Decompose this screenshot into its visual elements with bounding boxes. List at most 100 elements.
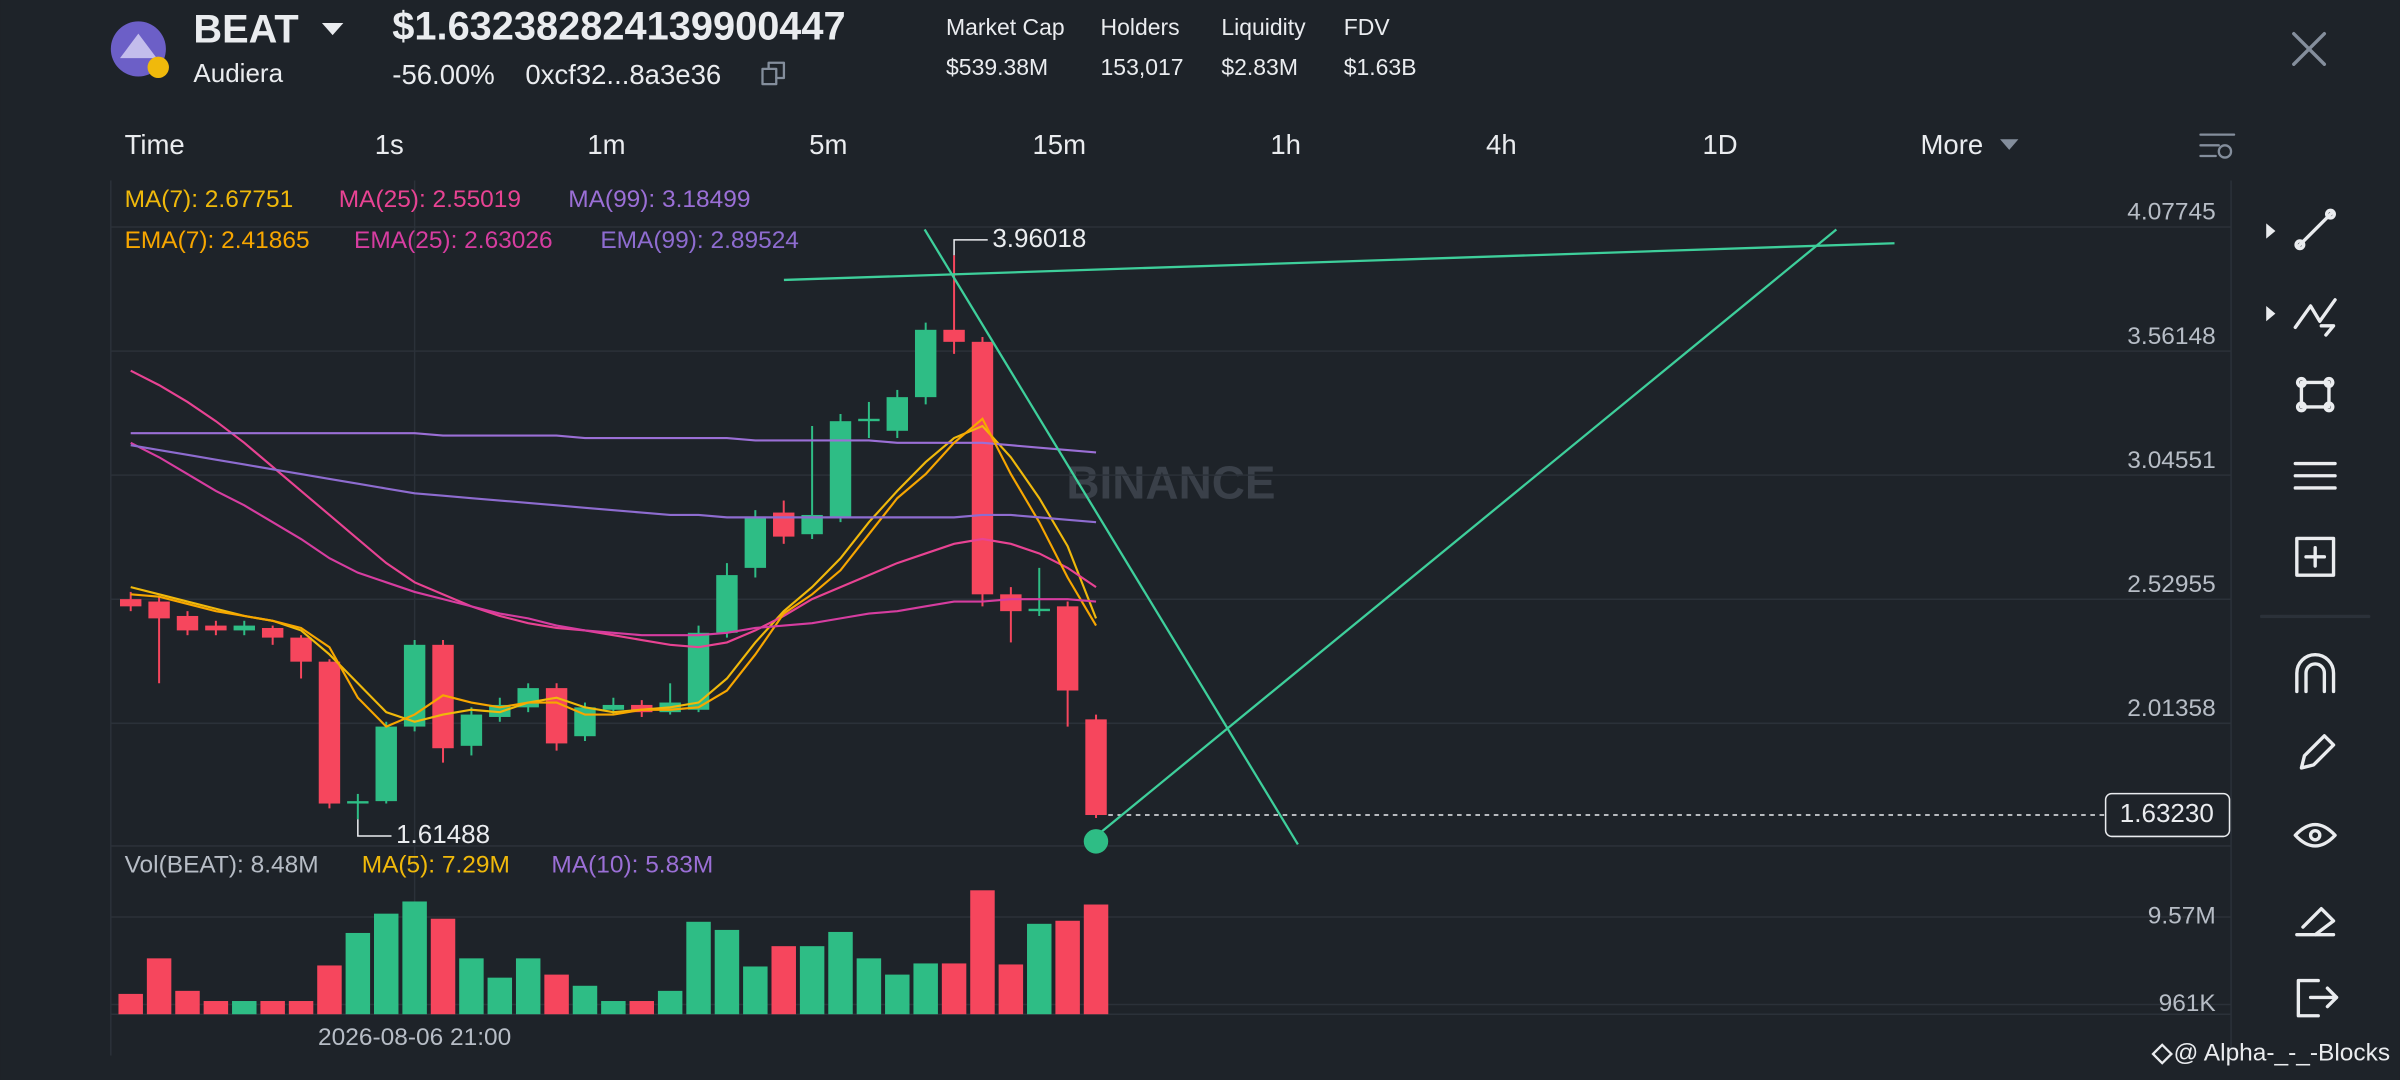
volume-bar — [1055, 920, 1080, 1015]
volume-bar — [629, 1001, 655, 1015]
fib-tool[interactable] — [2293, 298, 2337, 337]
footer-watermark: @ Alpha-_-_-Blocks — [2174, 1039, 2391, 1066]
candle-body — [858, 418, 880, 422]
price-change: -56.00% — [392, 59, 495, 90]
candle-body — [886, 397, 909, 431]
candle-body — [375, 726, 397, 802]
token-logo[interactable] — [110, 21, 169, 79]
shape-tool[interactable] — [2295, 376, 2335, 413]
last-price-tag — [2104, 792, 2231, 838]
candle-body — [120, 599, 142, 607]
y-tick-label: 2.52955 — [2127, 571, 2215, 598]
expand-arrow[interactable] — [2266, 223, 2276, 239]
legend-entry: MA(99): 3.18499 — [568, 186, 750, 213]
more-tab[interactable]: More — [1921, 129, 1984, 160]
volume-bar — [260, 1001, 285, 1015]
candle-body — [914, 329, 937, 398]
candle-body — [1000, 594, 1022, 612]
candle-body — [631, 704, 653, 713]
x-tick-label: 2026-08-06 21:00 — [318, 1024, 511, 1051]
candle-body — [602, 704, 625, 710]
volume-bar — [232, 1001, 257, 1015]
candle-body — [290, 637, 312, 662]
volume-bar — [799, 946, 825, 1015]
candle-body — [687, 632, 710, 710]
volume-bar — [487, 977, 513, 1015]
candle-body — [716, 575, 738, 633]
candle-body — [971, 341, 994, 595]
ma-line — [130, 369, 1097, 649]
legend-entry: MA(7): 2.67751 — [125, 186, 294, 213]
tab[interactable]: 15m — [1032, 129, 1086, 160]
volume-bar — [1027, 923, 1052, 1015]
copy-button[interactable] — [761, 61, 786, 86]
tab[interactable]: 1D — [1703, 129, 1738, 160]
tab[interactable]: 4h — [1486, 129, 1517, 160]
candle-body — [489, 704, 511, 717]
symbol-dropdown[interactable] — [321, 22, 344, 36]
lines-tool[interactable] — [2293, 461, 2337, 490]
volume-bar — [913, 963, 938, 1015]
volume-bar — [771, 946, 796, 1015]
volume-bar — [203, 1001, 229, 1015]
candle-body — [347, 801, 369, 804]
ma-line — [130, 432, 1097, 454]
volume-tick-label: 9.57M — [2148, 902, 2216, 929]
tab[interactable]: Time — [125, 129, 185, 160]
volume-bar — [288, 1001, 314, 1015]
candle-body — [545, 688, 568, 744]
tab[interactable]: 1s — [375, 129, 404, 160]
volume-bar — [657, 990, 683, 1015]
stat-label: FDV — [1344, 14, 1391, 40]
measure-tool[interactable] — [2295, 536, 2336, 577]
candle-body — [176, 615, 199, 631]
candle-body — [801, 514, 823, 535]
exit-tool[interactable] — [2296, 978, 2339, 1018]
volume-bar — [175, 990, 200, 1015]
candle-body — [1085, 719, 1107, 816]
stat-label: Market Cap — [946, 14, 1065, 40]
price: $1.632382824139900447 — [392, 5, 845, 49]
magnet-tool[interactable] — [2295, 653, 2336, 694]
legend-entry: EMA(25): 2.63026 — [354, 227, 553, 254]
volume-bar — [459, 958, 484, 1015]
volume-bar — [828, 931, 853, 1015]
min-label: 1.61488 — [396, 819, 490, 849]
toolbar — [2259, 208, 2371, 1018]
candle-body — [943, 329, 965, 342]
trade-marker[interactable] — [1083, 829, 1109, 854]
chart-settings[interactable] — [2199, 133, 2236, 159]
tab[interactable]: 1m — [587, 129, 625, 160]
volume-bar — [941, 963, 967, 1015]
candle-body — [744, 517, 767, 568]
stat-value: $539.38M — [946, 54, 1048, 80]
visibility-tool[interactable] — [2293, 822, 2337, 848]
eraser-tool[interactable] — [2295, 906, 2336, 937]
volume-bar — [317, 965, 342, 1015]
volume-bar — [402, 901, 427, 1015]
volume-bar — [544, 974, 569, 1015]
volume-bar — [345, 932, 371, 1015]
candle-body — [1028, 608, 1050, 612]
expand-arrow[interactable] — [2266, 305, 2276, 322]
volume-bar — [373, 913, 399, 1015]
pencil-tool[interactable] — [2299, 734, 2336, 770]
tab[interactable]: 5m — [809, 129, 847, 160]
token-symbol[interactable]: BEAT — [193, 8, 298, 52]
more-caret[interactable] — [2000, 139, 2019, 150]
drawn-trendlines[interactable] — [783, 228, 1895, 846]
legend-entry: MA(25): 2.55019 — [339, 186, 521, 213]
y-tick-label: 4.07745 — [2127, 199, 2215, 226]
y-tick-label: 2.01358 — [2127, 695, 2215, 722]
volume-bar — [1083, 904, 1109, 1015]
candle-body — [318, 661, 341, 804]
candle-body — [403, 644, 426, 727]
legend-entry: EMA(7): 2.41865 — [125, 227, 310, 254]
trendline-tool[interactable] — [2294, 208, 2336, 251]
volume-ma-legend: MA(10): 5.83M — [551, 851, 713, 878]
tab[interactable]: 1h — [1270, 129, 1301, 160]
close-button[interactable] — [2292, 31, 2327, 66]
volume-bar — [970, 890, 995, 1015]
ma-line — [130, 441, 1097, 637]
volume-bar — [430, 918, 456, 1015]
